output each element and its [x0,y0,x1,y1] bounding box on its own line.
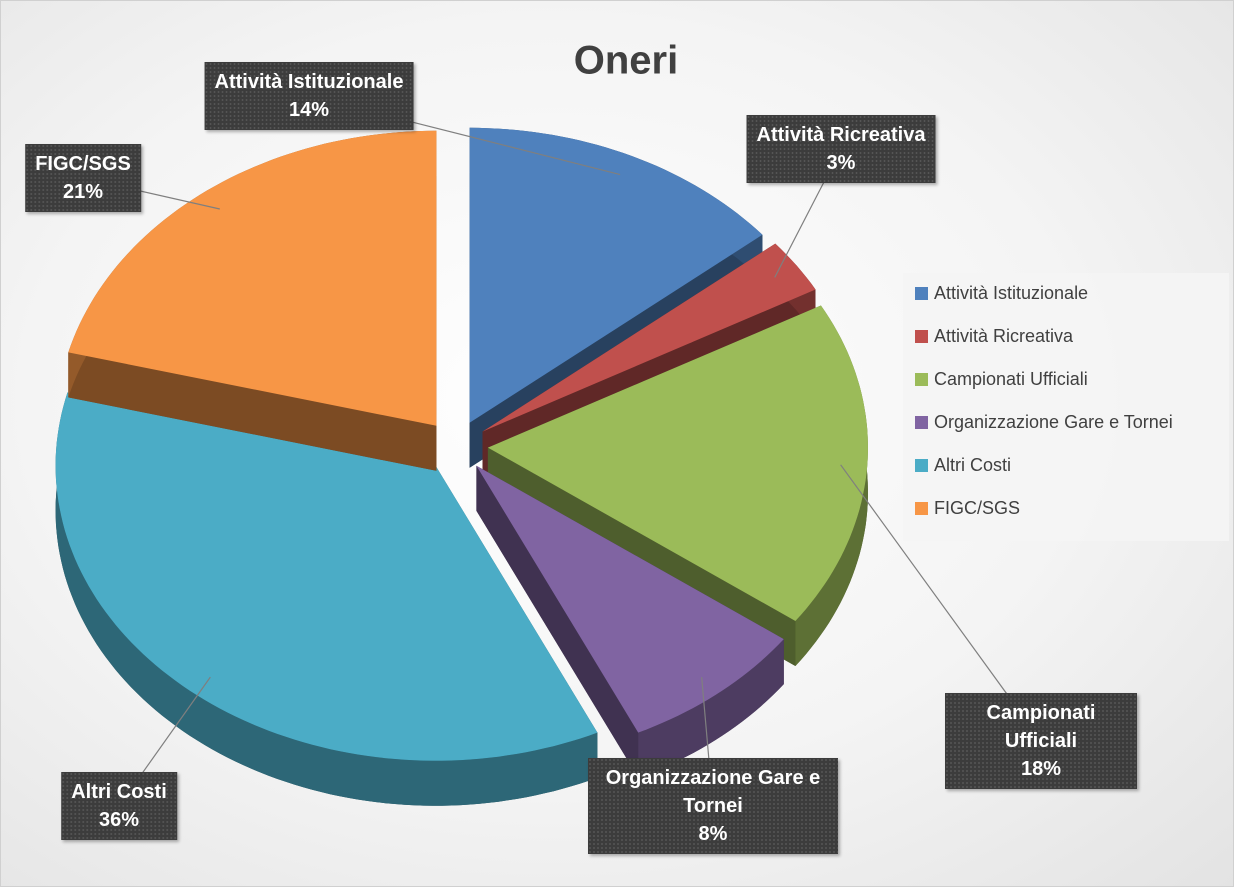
data-label: Campionati Ufficiali 18% [945,693,1137,789]
slice [469,127,763,423]
slice-side [55,392,598,806]
label-value: 18% [1020,758,1062,780]
data-label: Altri Costi 36% [61,772,177,840]
label-name: Campionati Ufficiali [986,702,1096,752]
label-name: Organizzazione Gare e Tornei [605,767,821,817]
legend-item: FIGC/SGS [915,498,1020,519]
legend-label: Campionati Ufficiali [934,369,1088,389]
data-label: FIGC/SGS 21% [25,144,141,212]
legend-swatch [915,330,928,343]
slice-group [68,130,437,471]
data-label: Attività Istituzionale 14% [204,62,414,130]
label-value: 36% [98,809,140,831]
label-name: FIGC/SGS [35,153,131,175]
chart-title: Oneri [574,39,678,83]
legend-swatch [915,459,928,472]
legend: Attività Istituzionale Attività Ricreativ… [903,273,1229,541]
legend-label: Organizzazione Gare e Tornei [934,412,1173,432]
slice-group [476,465,784,778]
slice-wall [476,465,639,778]
slice [68,130,437,426]
label-value: 8% [698,823,728,845]
legend-label: Attività Istituzionale [934,283,1089,303]
legend-item: Altri Costi [915,455,1011,476]
legend-item: Attività Ricreativa [915,326,1073,347]
data-label: Attività Ricreativa 3% [746,115,936,183]
legend-item: Attività Istituzionale [915,283,1088,304]
slice [487,305,868,621]
slice-wall [68,352,437,471]
legend-swatch [915,416,928,429]
legend-label: Attività Ricreativa [934,326,1074,346]
legend-swatch [915,287,928,300]
label-name: Altri Costi [71,781,167,803]
label-value: 21% [62,181,104,203]
slice-group [55,392,598,806]
legend-swatch [915,502,928,515]
legend-item: Campionati Ufficiali [915,369,1088,390]
slice-side [638,639,784,778]
legend-label: Altri Costi [934,455,1012,475]
legend-label: FIGC/SGS [934,498,1021,518]
slice [482,243,816,432]
data-label: Organizzazione Gare e Tornei 8% [588,758,838,854]
slice [476,465,784,733]
legend-item: Organizzazione Gare e Tornei [915,412,1173,433]
label-value: 14% [288,99,330,121]
label-name: Attività Istituzionale [214,71,404,93]
legend-swatch [915,373,928,386]
slice [55,392,598,761]
label-value: 3% [826,152,856,174]
label-name: Attività Ricreativa [756,124,926,146]
